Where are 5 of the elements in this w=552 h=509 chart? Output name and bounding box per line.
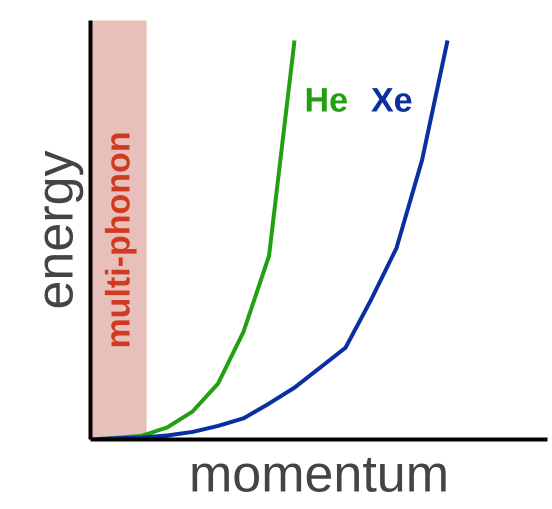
annotation: multi-phonon [100, 131, 138, 349]
series-label: Xe [370, 81, 413, 120]
series-label: He [304, 81, 348, 120]
x-axis-title: momentum [188, 446, 450, 504]
y-axis-title: energy [26, 150, 84, 310]
